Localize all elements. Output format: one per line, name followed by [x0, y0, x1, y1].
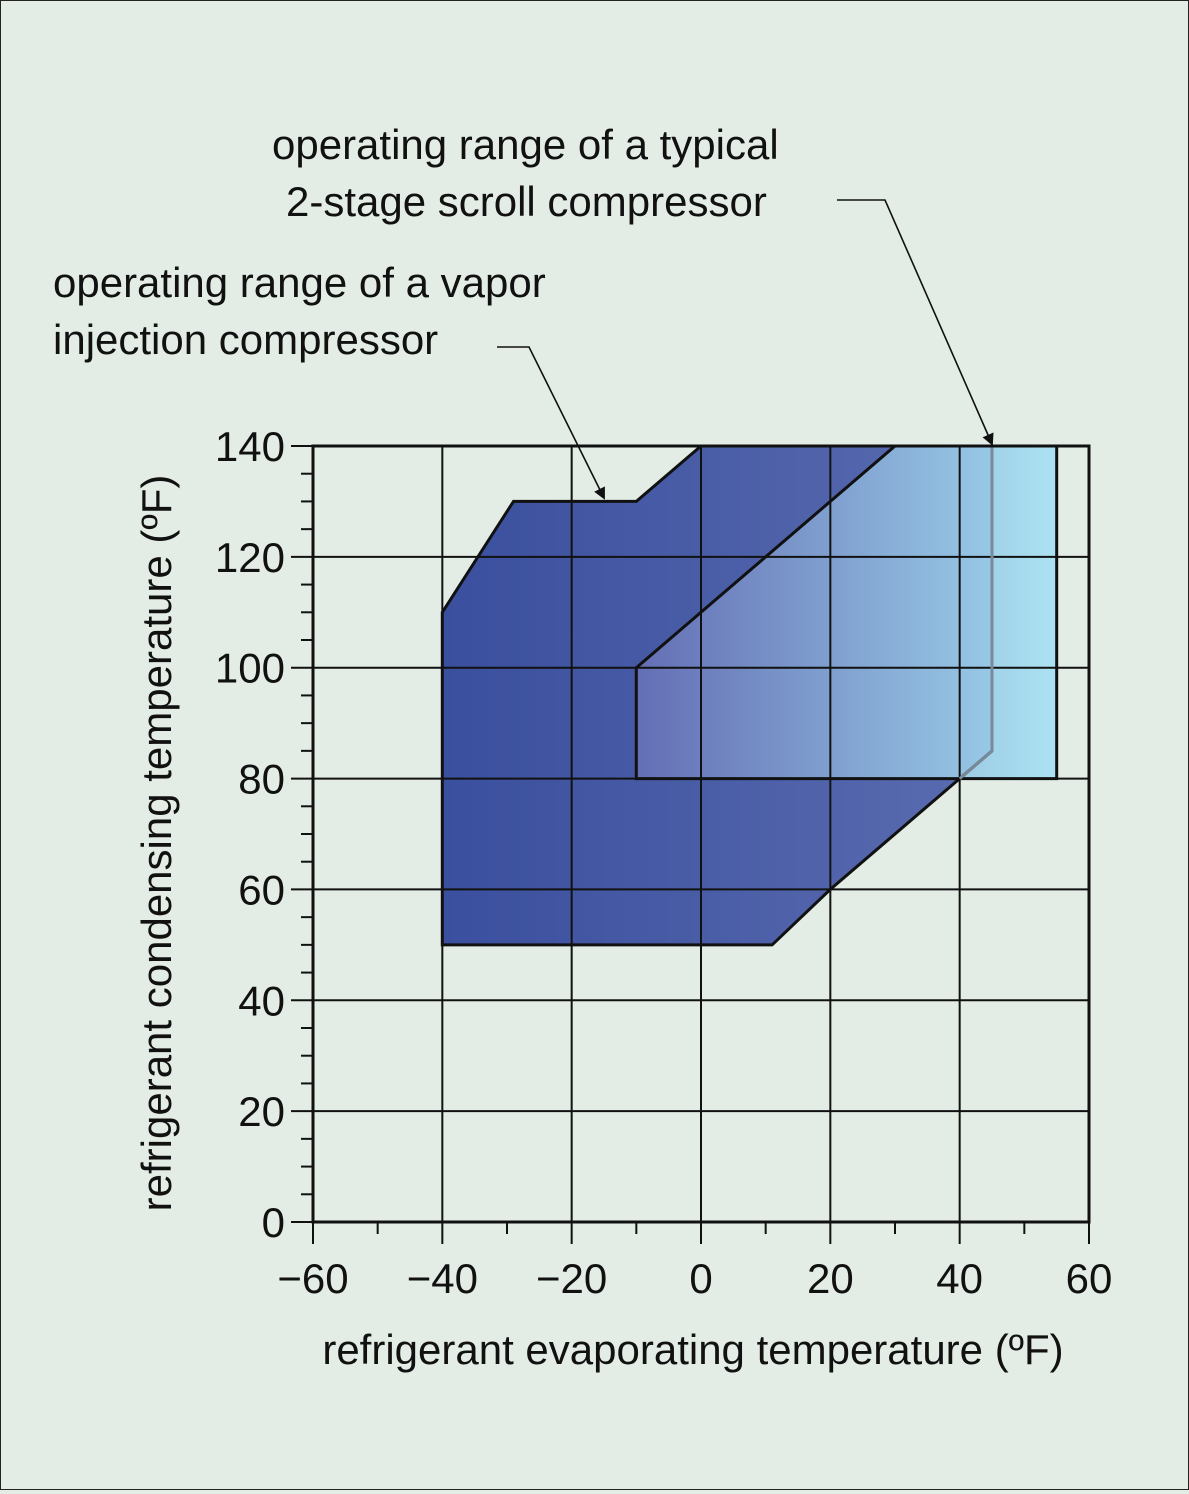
x-axis-title: refrigerant evaporating temperature (ºF) [322, 1326, 1063, 1373]
annotation-scroll-leader [837, 199, 994, 446]
annotation-scroll-line-2: 2-stage scroll compressor [286, 178, 767, 225]
x-tick-label: 60 [1066, 1255, 1113, 1302]
x-tick-label: −60 [277, 1255, 348, 1302]
y-tick-label: 100 [215, 645, 285, 692]
y-tick-label: 0 [262, 1199, 285, 1246]
annotation-vapor-injection-leader [497, 346, 605, 500]
y-tick-label: 120 [215, 534, 285, 581]
annotation-vapor-injection-line-2: injection compressor [53, 316, 438, 363]
scroll-region [636, 446, 1057, 779]
operating-regions [442, 446, 1057, 945]
vapor-injection-hidden-edge [958, 446, 994, 780]
y-tick-label: 20 [238, 1088, 285, 1135]
x-tick-label: −40 [407, 1255, 478, 1302]
y-tick-label: 80 [238, 756, 285, 803]
x-tick-label: −20 [536, 1255, 607, 1302]
y-tick-label: 60 [238, 866, 285, 913]
x-tick-label: 40 [936, 1255, 983, 1302]
axes [291, 444, 1091, 1244]
x-tick-labels: −60 −40 −20 0 20 40 60 [277, 1255, 1112, 1302]
x-tick-label: 20 [807, 1255, 854, 1302]
annotation-vapor-injection-line-1: operating range of a vapor [53, 259, 546, 306]
y-axis-title: refrigerant condensing temperature (ºF) [133, 475, 180, 1212]
y-tick-labels: 0 20 40 60 80 100 120 140 [215, 423, 285, 1246]
y-tick-label: 140 [215, 423, 285, 470]
annotations: operating range of a vapor injection com… [53, 121, 994, 500]
annotation-scroll-line-1: operating range of a typical [272, 121, 779, 168]
y-tick-label: 40 [238, 977, 285, 1024]
x-tick-label: 0 [689, 1255, 712, 1302]
